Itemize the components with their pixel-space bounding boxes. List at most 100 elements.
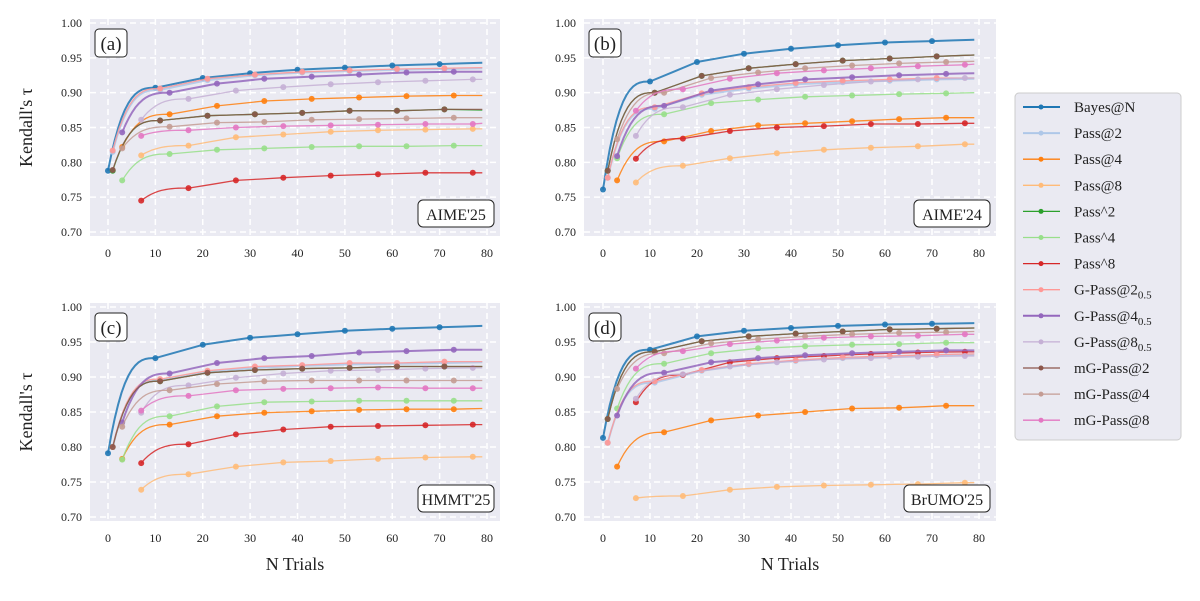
legend-entry: Pass^4 (1023, 231, 1116, 247)
data-point (403, 348, 410, 355)
data-point (896, 60, 903, 67)
data-point (802, 343, 809, 350)
y-tick-label: 0.85 (61, 405, 82, 419)
legend-entry: G-Pass@20.5 (1023, 283, 1152, 302)
data-point (185, 127, 192, 134)
legend-marker (1038, 208, 1044, 214)
data-point (773, 124, 780, 131)
data-point (166, 151, 173, 157)
data-point (755, 81, 762, 88)
x-tick-label: 0 (600, 246, 606, 260)
data-point (341, 64, 348, 71)
data-point (896, 72, 903, 79)
data-point (708, 359, 715, 366)
data-point (773, 483, 780, 490)
data-point (708, 417, 715, 424)
data-point (708, 128, 715, 134)
legend-entry: mG-Pass@4 (1023, 387, 1150, 403)
data-point (943, 90, 950, 97)
data-point (886, 55, 893, 62)
x-tick-label: 30 (244, 246, 256, 260)
data-point (802, 120, 809, 127)
data-point (356, 143, 363, 150)
data-point (138, 116, 145, 123)
data-point (469, 364, 476, 371)
data-point (867, 121, 874, 127)
data-point (356, 71, 363, 78)
data-point (166, 370, 173, 377)
data-point (604, 167, 611, 174)
data-point (157, 117, 164, 124)
data-point (346, 107, 353, 114)
series-pass-4 (119, 142, 483, 184)
legend-entry: Pass^2 (1023, 204, 1115, 220)
data-point (726, 75, 733, 82)
data-point (403, 143, 410, 150)
x-tick-label: 50 (339, 246, 351, 260)
data-point (698, 72, 705, 79)
x-tick-label: 30 (244, 531, 256, 545)
panel-label: (a) (94, 28, 128, 58)
data-point (375, 423, 381, 429)
series-pass-8 (632, 120, 975, 162)
dataset-label-text: HMMT'25 (422, 492, 491, 509)
data-point (600, 186, 606, 193)
x-tick-label: 20 (691, 531, 703, 545)
data-point (261, 378, 268, 385)
data-point (820, 334, 827, 341)
data-point (839, 328, 846, 335)
data-point (943, 70, 950, 77)
x-tick-label: 40 (785, 246, 797, 260)
data-point (914, 332, 921, 339)
data-point (450, 114, 457, 121)
data-point (961, 141, 968, 148)
data-point (835, 322, 841, 329)
legend-marker (1038, 365, 1044, 371)
panel-label: (c) (94, 312, 128, 342)
legend-marker (1038, 156, 1044, 162)
legend-marker (1038, 235, 1044, 240)
legend-label: mG-Pass@4 (1074, 387, 1150, 403)
data-point (204, 112, 211, 119)
data-point (327, 385, 334, 392)
data-point (802, 352, 809, 359)
y-tick-label: 0.85 (555, 121, 576, 135)
y-tick-label: 0.75 (61, 190, 82, 204)
series-pass-4 (614, 339, 975, 412)
data-point (441, 358, 448, 365)
series-mg-pass-8 (138, 121, 483, 139)
x-tick-label: 60 (386, 246, 398, 260)
data-point (867, 65, 874, 72)
legend-label: Pass@8 (1074, 178, 1122, 194)
data-point (138, 197, 145, 204)
series-bayes-n (105, 324, 483, 457)
data-point (882, 321, 888, 328)
series-mg-pass-4 (119, 114, 483, 152)
data-point (726, 341, 733, 348)
x-tick-label: 20 (197, 246, 209, 260)
data-point (375, 121, 381, 128)
data-point (166, 123, 173, 130)
data-point (247, 334, 254, 341)
series-bayes-n (600, 38, 975, 193)
data-point (929, 38, 935, 45)
legend-entry: Pass@4 (1023, 152, 1122, 168)
series-pass-4 (614, 402, 975, 470)
data-point (204, 75, 211, 82)
data-point (679, 348, 686, 355)
data-point (375, 367, 381, 373)
y-tick-label: 1.00 (555, 16, 576, 30)
legend-label: G-Pass@20.5 (1074, 283, 1152, 302)
y-tick-label: 0.95 (61, 51, 82, 65)
data-point (422, 385, 429, 392)
series-g-pass-8-0-5 (138, 76, 483, 123)
data-point (708, 75, 715, 81)
data-point (820, 482, 827, 489)
data-point (726, 91, 733, 98)
x-tick-label: 0 (600, 531, 606, 545)
data-point (280, 426, 287, 433)
data-point (632, 107, 639, 114)
x-tick-label: 20 (197, 531, 209, 545)
data-point (679, 135, 686, 142)
data-point (119, 423, 126, 430)
